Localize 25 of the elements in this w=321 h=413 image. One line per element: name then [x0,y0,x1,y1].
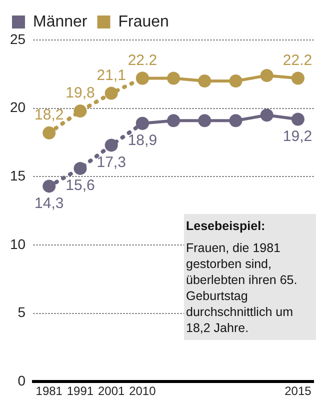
data-label: 21,1 [96,66,126,84]
y-tick-label: 15 [10,168,26,184]
y-tick-label: 20 [10,99,26,116]
y-tick-label: 25 [10,30,26,47]
y-tick-label: 5 [18,304,26,320]
data-label: 17,3 [96,154,126,171]
data-label: 14,3 [34,194,64,212]
legend-label: Männer [33,13,88,30]
x-tick-label: 2010 [129,384,156,398]
data-label: 15,6 [66,177,95,194]
x-tick-label: 2015 [284,384,312,398]
y-tick-label: 0 [18,372,26,388]
data-label: 18,9 [128,132,158,149]
x-tick-label: 2001 [98,384,125,398]
y-tick-label: 10 [10,236,26,252]
data-label: 19,8 [66,84,95,102]
x-tick-label: 1991 [66,384,94,398]
data-label: 22.2 [128,52,158,69]
data-label: 18,2 [34,106,64,124]
data-label: 22.2 [282,52,312,69]
legend-label: Frauen [118,13,169,30]
annotation: Lesebeispiel: [186,218,266,234]
x-tick-label: 1981 [36,384,63,398]
data-label: 19,2 [282,128,312,145]
annotation: Frauen, die 1981 gestorben sind, überlebten ihren 65. Geburtstag durchschnittlich um 18,2 Jahre. [186,240,298,336]
